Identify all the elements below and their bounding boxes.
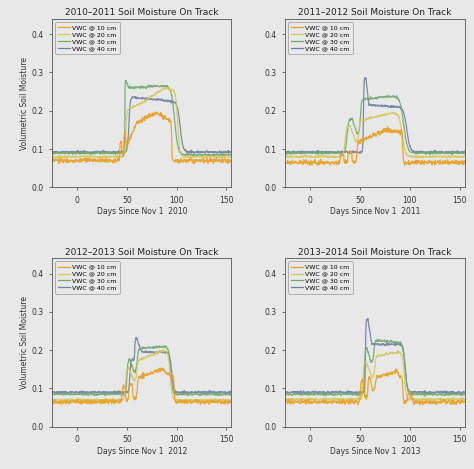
Legend: VWC @ 10 cm, VWC @ 20 cm, VWC @ 30 cm, VWC @ 40 cm: VWC @ 10 cm, VWC @ 20 cm, VWC @ 30 cm, V… [55,22,119,54]
Title: 2012–2013 Soil Moisture On Track: 2012–2013 Soil Moisture On Track [65,248,219,257]
X-axis label: Days Since Nov 1  2010: Days Since Nov 1 2010 [97,207,187,217]
X-axis label: Days Since Nov 1  2013: Days Since Nov 1 2013 [329,447,420,456]
Y-axis label: Volumetric Soil Moisture: Volumetric Soil Moisture [20,57,29,150]
Title: 2011–2012 Soil Moisture On Track: 2011–2012 Soil Moisture On Track [298,8,452,17]
Y-axis label: Volumetric Soil Moisture: Volumetric Soil Moisture [20,296,29,389]
Title: 2010–2011 Soil Moisture On Track: 2010–2011 Soil Moisture On Track [65,8,219,17]
Title: 2013–2014 Soil Moisture On Track: 2013–2014 Soil Moisture On Track [298,248,452,257]
X-axis label: Days Since Nov 1  2011: Days Since Nov 1 2011 [330,207,420,217]
X-axis label: Days Since Nov 1  2012: Days Since Nov 1 2012 [97,447,187,456]
Legend: VWC @ 10 cm, VWC @ 20 cm, VWC @ 30 cm, VWC @ 40 cm: VWC @ 10 cm, VWC @ 20 cm, VWC @ 30 cm, V… [55,261,119,294]
Legend: VWC @ 10 cm, VWC @ 20 cm, VWC @ 30 cm, VWC @ 40 cm: VWC @ 10 cm, VWC @ 20 cm, VWC @ 30 cm, V… [288,261,353,294]
Legend: VWC @ 10 cm, VWC @ 20 cm, VWC @ 30 cm, VWC @ 40 cm: VWC @ 10 cm, VWC @ 20 cm, VWC @ 30 cm, V… [288,22,353,54]
